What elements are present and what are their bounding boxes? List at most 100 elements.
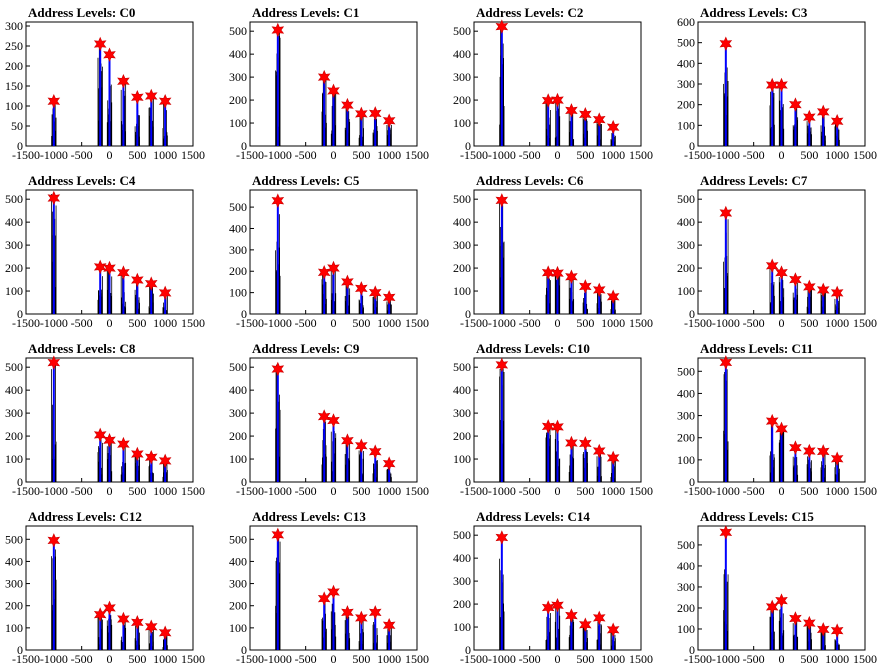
x-tick-label: 1000: [153, 484, 177, 498]
chart-title: Address Levels: C13: [252, 509, 366, 524]
y-tick-label: 400: [229, 383, 247, 397]
y-tick-label: 100: [229, 621, 247, 635]
x-tick-label: -500: [519, 652, 541, 666]
y-tick-label: 500: [229, 532, 247, 546]
x-tick-label: 1500: [629, 652, 653, 666]
peak-marker: [775, 593, 788, 608]
x-tick-label: -500: [71, 316, 93, 330]
y-tick-label: 200: [677, 98, 695, 112]
chart-title: Address Levels: C14: [476, 509, 590, 524]
x-tick-label: -1000: [488, 652, 516, 666]
y-tick-label: 400: [229, 554, 247, 568]
x-tick-label: 500: [128, 316, 146, 330]
x-tick-label: 1500: [853, 148, 877, 162]
chart-panel-11: Address Levels: C11 0 100 200 300 400 500 -1500…: [677, 341, 877, 498]
x-tick-label: -1500: [684, 484, 712, 498]
x-tick-label: 0: [107, 652, 113, 666]
y-tick-label: 200: [677, 601, 695, 615]
y-tick-label: 600: [677, 15, 695, 29]
y-tick-label: 300: [677, 409, 695, 423]
peak-marker: [144, 88, 158, 104]
peak-marker: [803, 279, 816, 295]
peak-marker: [495, 530, 509, 545]
x-tick-label: 500: [576, 652, 594, 666]
x-tick-label: 500: [576, 148, 594, 162]
peak-marker: [93, 607, 107, 622]
peak-marker: [355, 610, 368, 626]
chart-panel-2: Address Levels: C20100200300400500-1500-…: [453, 5, 653, 162]
x-tick-label: 0: [331, 484, 337, 498]
peak-marker: [47, 190, 61, 206]
x-tick-label: -500: [743, 484, 765, 498]
y-tick-label: 100: [677, 284, 695, 298]
peak-marker: [830, 285, 844, 301]
peak-marker: [341, 274, 354, 290]
peak-marker: [341, 433, 354, 448]
peak-marker: [606, 119, 620, 135]
peak-marker: [144, 276, 158, 291]
y-tick-label: 500: [453, 528, 471, 542]
x-tick-label: -1000: [712, 652, 740, 666]
peak-marker: [158, 285, 172, 301]
x-tick-label: 1500: [629, 484, 653, 498]
peak-marker: [551, 419, 564, 435]
chart-panel-12: Address Levels: C12 0 100 200 300 400 500 -1500…: [5, 509, 205, 666]
x-tick-label: 500: [352, 148, 370, 162]
y-tick-label: 300: [229, 577, 247, 591]
y-tick-label: 0: [465, 307, 471, 321]
y-tick-label: 0: [17, 475, 23, 489]
x-tick-label: 1000: [153, 652, 177, 666]
x-tick-label: -500: [295, 652, 317, 666]
chart-title: Address Levels: C5: [252, 173, 360, 188]
x-tick-label: 0: [331, 148, 337, 162]
peak-marker: [131, 446, 144, 462]
x-tick-label: -1000: [264, 652, 292, 666]
peak-marker: [382, 290, 396, 305]
x-tick-label: 1000: [153, 148, 177, 162]
y-tick-label: 200: [5, 429, 23, 443]
y-tick-label: 400: [677, 386, 695, 400]
y-tick-label: 100: [453, 620, 471, 634]
peak-marker: [327, 413, 340, 428]
y-tick-label: 250: [5, 39, 23, 53]
x-tick-label: 1000: [377, 148, 401, 162]
peak-marker: [592, 610, 606, 626]
y-tick-label: 200: [453, 597, 471, 611]
peak-marker: [606, 289, 620, 305]
x-tick-label: 500: [352, 652, 370, 666]
peak-marker: [47, 533, 61, 548]
y-tick-label: 400: [5, 554, 23, 568]
y-tick-label: 0: [241, 139, 247, 153]
y-tick-label: 300: [677, 238, 695, 252]
peak-marker: [830, 451, 844, 467]
y-tick-label: 300: [5, 238, 23, 252]
y-tick-label: 200: [229, 599, 247, 613]
peak-marker: [158, 453, 172, 469]
peak-marker: [816, 282, 830, 298]
y-tick-label: 0: [17, 643, 23, 657]
x-tick-label: 0: [555, 652, 561, 666]
y-tick-label: 500: [5, 192, 23, 206]
chart-panel-13: Address Levels: C13 0 100 200 300 400 500 -1500…: [229, 509, 429, 666]
peak-marker: [271, 527, 285, 543]
x-tick-label: 0: [107, 316, 113, 330]
peak-marker: [327, 83, 340, 99]
y-tick-label: 300: [677, 77, 695, 91]
x-tick-label: -500: [71, 652, 93, 666]
peak-marker: [382, 617, 396, 633]
x-tick-label: -1000: [488, 484, 516, 498]
x-tick-label: 500: [352, 316, 370, 330]
y-tick-label: 200: [229, 93, 247, 107]
peak-marker: [565, 269, 578, 285]
peak-marker: [803, 443, 816, 459]
chart-title: Address Levels: C11: [700, 341, 813, 356]
y-tick-label: 500: [5, 360, 23, 374]
peak-marker: [541, 419, 555, 434]
y-tick-label: 200: [453, 93, 471, 107]
y-tick-label: 500: [229, 200, 247, 214]
peak-marker: [271, 22, 285, 38]
peak-marker: [131, 615, 144, 630]
y-tick-label: 100: [453, 116, 471, 130]
peak-marker: [816, 444, 830, 459]
peak-marker: [816, 622, 830, 637]
